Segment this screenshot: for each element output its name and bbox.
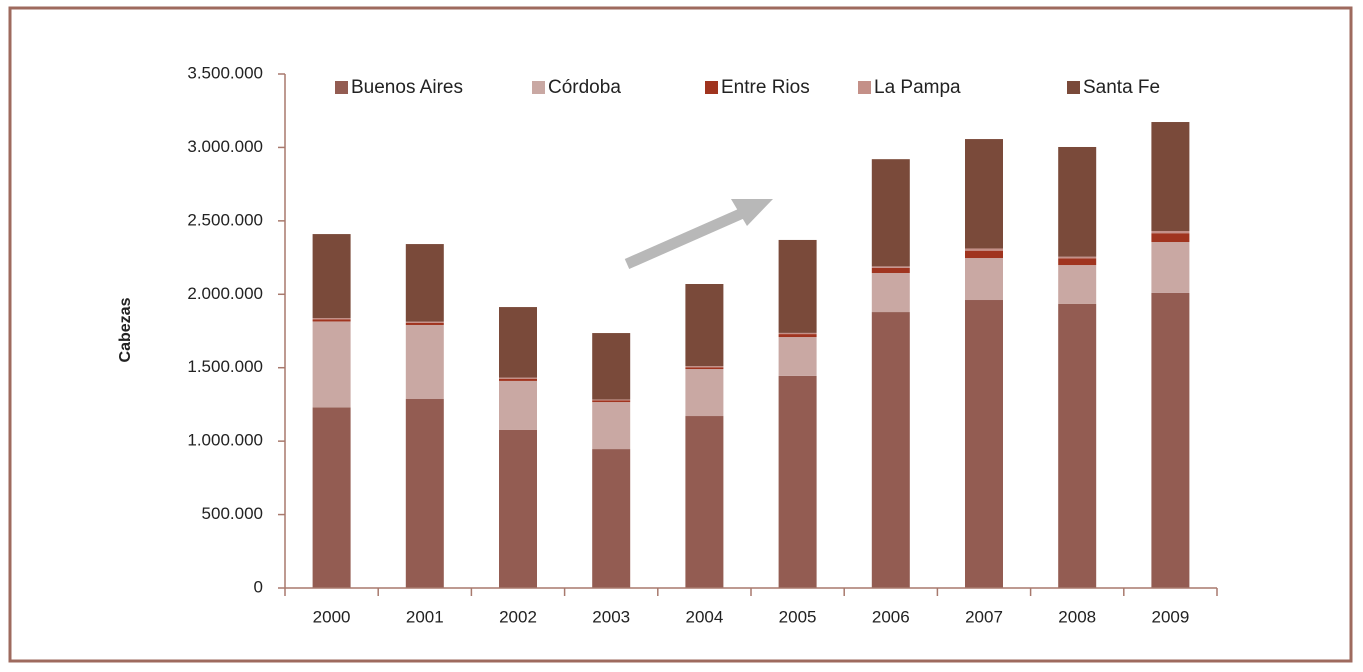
bar-segment [312,407,351,588]
y-tick-label: 2.000.000 [187,284,263,303]
bar-segment [1151,122,1190,231]
bar-segment [1151,230,1190,234]
bar-segment [405,398,444,588]
bar-segment [499,429,537,588]
y-tick-label: 500.000 [202,504,263,523]
bar-segment [312,234,351,319]
bar-segment [965,248,1003,251]
bar-segment [871,312,910,588]
bar-segment [592,400,631,403]
bar-segment [592,333,631,400]
legend-swatch [858,81,871,94]
x-tick-label: 2008 [1058,607,1096,626]
bar-segment [685,369,724,417]
bar-segment [685,366,724,368]
legend-label: Entre Rios [721,77,810,98]
bar-segment [592,399,631,401]
frame [8,6,1353,663]
bar-segment [499,307,537,378]
bar-segment [1151,242,1190,293]
x-tick-label: 2004 [685,607,723,626]
bar-segment [499,377,537,379]
bar-segment [1151,233,1190,243]
bar-segment [499,378,537,381]
bar-segment [871,267,910,273]
bar-segment [778,375,817,588]
bar-segment [871,159,910,267]
x-tick-label: 2007 [965,607,1003,626]
bar-segment [1058,146,1097,257]
bar-segment [405,321,444,323]
bar-segment [965,300,1003,588]
y-tick-label: 2.500.000 [187,210,263,229]
bar-segment [312,321,351,408]
y-axis-label: Cabezas [117,297,134,362]
bar-segment [871,266,910,268]
bar-segment [312,319,351,322]
x-tick-label: 2009 [1151,607,1189,626]
bar-segment [405,322,444,325]
bar-segment [312,318,351,320]
y-tick-label: 1.500.000 [187,357,263,376]
x-tick-label: 2001 [406,607,444,626]
legend-swatch [1067,81,1080,94]
bar-segment [778,334,817,338]
x-tick-label: 2000 [313,607,351,626]
bar-segment [778,239,817,333]
bar-segment [965,258,1003,301]
bar-segment [1151,292,1190,588]
bar-segment [871,272,910,313]
bar-segment [1058,303,1097,588]
trend-arrow [624,199,773,270]
legend-label: Buenos Aires [351,77,463,98]
bar-segment [592,449,631,588]
y-tick-label: 3.500.000 [187,63,263,82]
bar-segment [778,332,817,335]
x-tick-label: 2003 [592,607,630,626]
x-tick-label: 2005 [779,607,817,626]
legend-swatch [705,81,718,94]
bar-segment [405,244,444,322]
bar-segment [965,250,1003,259]
bar-segment [1058,256,1097,259]
bar-segment [685,367,724,370]
legend-swatch [532,81,545,94]
x-tick-label: 2006 [872,607,910,626]
bar-segment [685,416,724,588]
legend-label: Córdoba [548,77,621,98]
legend-label: Santa Fe [1083,77,1160,98]
y-tick-label: 1.000.000 [187,431,263,450]
y-tick-label: 0 [254,577,263,596]
bar-segment [685,284,724,367]
bar-segment [965,139,1003,249]
legend-swatch [335,81,348,94]
bar-segment [592,402,631,450]
y-tick-label: 3.000.000 [187,137,263,156]
bar-segment [405,324,444,399]
bar-segment [778,337,817,376]
bar-segment [1058,265,1097,304]
x-tick-label: 2002 [499,607,537,626]
legend-label: La Pampa [874,77,961,98]
bar-segment [499,380,537,430]
bar-segment [1058,258,1097,266]
